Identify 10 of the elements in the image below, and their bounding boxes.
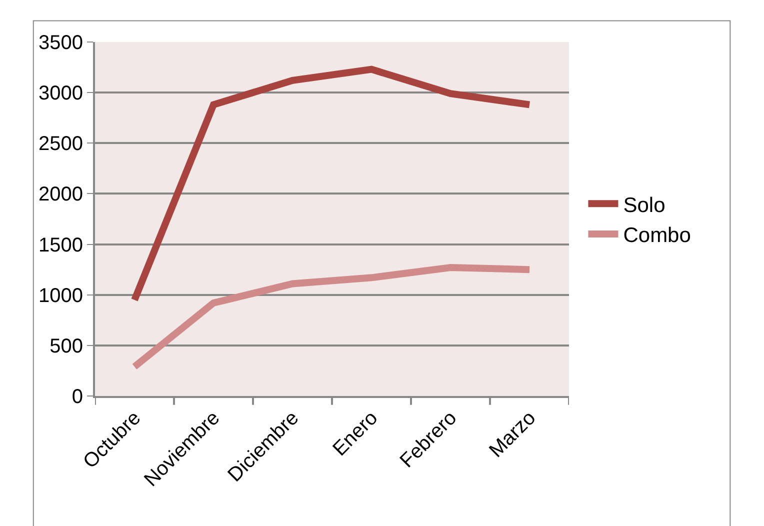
legend-label: Solo xyxy=(623,194,666,217)
legend-label: Combo xyxy=(623,224,691,248)
y-tick-label: 3000 xyxy=(38,82,83,105)
y-tick-label: 1500 xyxy=(38,234,83,256)
y-tick-label: 1000 xyxy=(38,284,83,307)
y-tick-label: 2500 xyxy=(38,133,83,156)
y-tick-label: 2000 xyxy=(38,184,83,206)
y-tick-label: 500 xyxy=(50,335,83,358)
y-tick-label: 0 xyxy=(72,386,83,408)
y-tick-label: 3500 xyxy=(38,32,83,54)
